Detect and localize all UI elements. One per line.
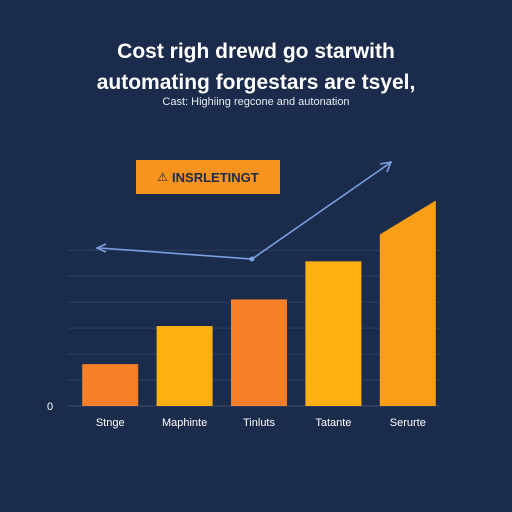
warning-badge: ⚠ INSRLETINGT — [136, 160, 280, 194]
bar-stnge — [82, 364, 139, 406]
category-label: Tatante — [315, 417, 351, 429]
bar-tatante — [305, 261, 362, 406]
warning-icon: ⚠ — [157, 170, 169, 184]
warning-badge-label: INSRLETINGT — [172, 169, 259, 185]
bar-tinluts — [231, 299, 287, 406]
bar-maphinte — [156, 326, 213, 406]
y-tick-label-0: 0 — [47, 401, 53, 413]
category-label: Serurte — [390, 417, 426, 429]
chart-subtitle: Cast: Highiing regcone and autonation — [162, 96, 350, 108]
chart-title: Cost righ drewd go starwith automating f… — [0, 36, 512, 98]
trend-line — [99, 162, 391, 260]
category-label: Tinluts — [243, 417, 275, 429]
title-line-2: automating forgestars are tsyel, — [96, 71, 416, 94]
category-label: Stnge — [96, 417, 125, 429]
bar-serurte — [379, 200, 436, 406]
trend-point — [249, 256, 255, 262]
trend-arrowhead-left — [95, 243, 107, 253]
category-label: Maphinte — [162, 417, 207, 429]
title-line-1: Cost righ drewd go starwith — [117, 40, 395, 63]
trend-arrowhead-right — [379, 160, 393, 173]
